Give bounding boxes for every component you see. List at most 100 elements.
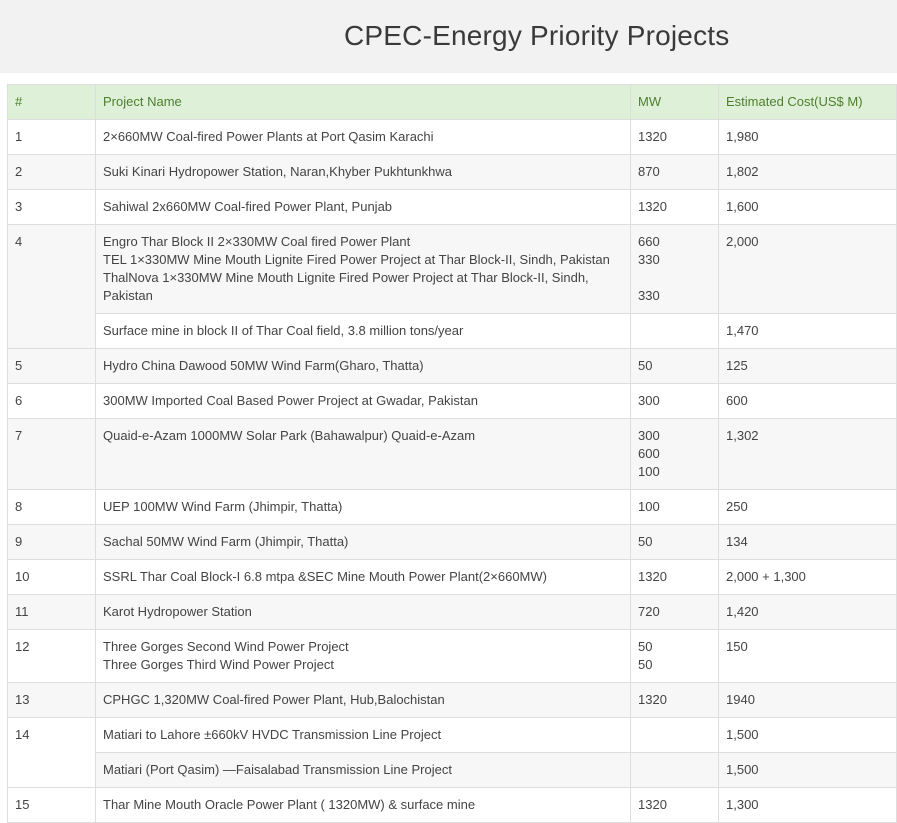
mw-line: 50 (638, 639, 653, 654)
cell-number: 13 (7, 682, 96, 718)
cell-cost: 1,500 (718, 752, 897, 788)
table-row: 14 Matiari to Lahore ±660kV HVDC Transmi… (7, 717, 897, 788)
cell-project-name: Three Gorges Second Wind Power Project T… (95, 629, 631, 683)
cell-mw: 300 (630, 383, 719, 419)
mw-line: 330 (638, 288, 660, 303)
cell-number: 2 (7, 154, 96, 190)
cell-project-name: Thar Mine Mouth Oracle Power Plant ( 132… (95, 787, 631, 823)
table-row: 1 2×660MW Coal-fired Power Plants at Por… (7, 119, 897, 155)
cell-cost: 134 (718, 524, 897, 560)
cell-mw: 720 (630, 594, 719, 630)
cell-number: 10 (7, 559, 96, 595)
cell-mw: 1320 (630, 189, 719, 225)
project-name-line: Three Gorges Third Wind Power Project (103, 657, 334, 672)
cell-number: 8 (7, 489, 96, 525)
cell-project-name: Quaid-e-Azam 1000MW Solar Park (Bahawalp… (95, 418, 631, 490)
table-row: 9 Sachal 50MW Wind Farm (Jhimpir, Thatta… (7, 524, 897, 560)
cell-number: 5 (7, 348, 96, 384)
cell-project-name: Surface mine in block II of Thar Coal fi… (95, 313, 631, 349)
cell-project-name: Sachal 50MW Wind Farm (Jhimpir, Thatta) (95, 524, 631, 560)
mw-line: 660 (638, 234, 660, 249)
cell-cost: 1940 (718, 682, 897, 718)
cell-number: 7 (7, 418, 96, 490)
cell-project-name: UEP 100MW Wind Farm (Jhimpir, Thatta) (95, 489, 631, 525)
cell-mw: 50 (630, 348, 719, 384)
project-name-line: Three Gorges Second Wind Power Project (103, 639, 349, 654)
cell-mw: 100 (630, 489, 719, 525)
cell-mw: 870 (630, 154, 719, 190)
cell-mw (630, 752, 719, 788)
table-row: 2 Suki Kinari Hydropower Station, Naran,… (7, 154, 897, 190)
cell-mw: 1320 (630, 559, 719, 595)
cell-project-name: 300MW Imported Coal Based Power Project … (95, 383, 631, 419)
table-row: 5 Hydro China Dawood 50MW Wind Farm(Ghar… (7, 348, 897, 384)
table-row: 6 300MW Imported Coal Based Power Projec… (7, 383, 897, 419)
column-header-mw: MW (630, 84, 719, 120)
table-row: 11 Karot Hydropower Station 720 1,420 (7, 594, 897, 630)
cell-cost: 1,500 (718, 717, 897, 753)
table-row: 8 UEP 100MW Wind Farm (Jhimpir, Thatta) … (7, 489, 897, 525)
cell-mw: 1320 (630, 119, 719, 155)
cell-mw: 50 (630, 524, 719, 560)
cell-number: 6 (7, 383, 96, 419)
cell-project-name: SSRL Thar Coal Block-I 6.8 mtpa &SEC Min… (95, 559, 631, 595)
table-row: 7 Quaid-e-Azam 1000MW Solar Park (Bahawa… (7, 418, 897, 490)
cell-cost: 1,980 (718, 119, 897, 155)
table-row: 12 Three Gorges Second Wind Power Projec… (7, 629, 897, 683)
cell-project-name: Sahiwal 2x660MW Coal-fired Power Plant, … (95, 189, 631, 225)
column-header-project-name: Project Name (95, 84, 631, 120)
cell-cost: 150 (718, 629, 897, 683)
cell-number: 3 (7, 189, 96, 225)
mw-line: 600 (638, 446, 660, 461)
cell-mw: 1320 (630, 682, 719, 718)
cell-project-name: Hydro China Dawood 50MW Wind Farm(Gharo,… (95, 348, 631, 384)
mw-line: 50 (638, 657, 653, 672)
cell-mw: 50 50 (630, 629, 719, 683)
cell-cost: 1,600 (718, 189, 897, 225)
mw-line: 300 (638, 428, 660, 443)
cell-cost: 1,802 (718, 154, 897, 190)
cell-project-name: Engro Thar Block II 2×330MW Coal fired P… (95, 224, 631, 314)
cell-number: 15 (7, 787, 96, 823)
table-row: 3 Sahiwal 2x660MW Coal-fired Power Plant… (7, 189, 897, 225)
cell-cost: 1,302 (718, 418, 897, 490)
cell-project-name: 2×660MW Coal-fired Power Plants at Port … (95, 119, 631, 155)
table-row: 13 CPHGC 1,320MW Coal-fired Power Plant,… (7, 682, 897, 718)
cell-project-name: Matiari (Port Qasim) —Faisalabad Transmi… (95, 752, 631, 788)
cell-number: 4 (7, 224, 96, 349)
project-name-line: ThalNova 1×330MW Mine Mouth Lignite Fire… (103, 270, 589, 303)
cell-cost: 1,420 (718, 594, 897, 630)
mw-line: 100 (638, 464, 660, 479)
cell-mw (630, 313, 719, 349)
cell-number: 9 (7, 524, 96, 560)
cell-cost: 600 (718, 383, 897, 419)
table-row: 15 Thar Mine Mouth Oracle Power Plant ( … (7, 787, 897, 823)
table-row: 10 SSRL Thar Coal Block-I 6.8 mtpa &SEC … (7, 559, 897, 595)
cell-cost: 125 (718, 348, 897, 384)
table-row: 4 Engro Thar Block II 2×330MW Coal fired… (7, 224, 897, 349)
cell-cost: 2,000 (718, 224, 897, 314)
projects-table: # Project Name MW Estimated Cost(US$ M) … (7, 84, 897, 823)
cell-project-name: Suki Kinari Hydropower Station, Naran,Kh… (95, 154, 631, 190)
column-header-number: # (7, 84, 96, 120)
cell-mw: 300 600 100 (630, 418, 719, 490)
cell-mw: 660 330 330 (630, 224, 719, 314)
cell-number: 1 (7, 119, 96, 155)
cell-cost: 1,300 (718, 787, 897, 823)
cell-project-name: CPHGC 1,320MW Coal-fired Power Plant, Hu… (95, 682, 631, 718)
cell-cost: 1,470 (718, 313, 897, 349)
mw-line: 330 (638, 252, 660, 267)
cell-number: 14 (7, 717, 96, 788)
table-row: Surface mine in block II of Thar Coal fi… (8, 313, 897, 349)
cell-mw: 1320 (630, 787, 719, 823)
page-title: CPEC-Energy Priority Projects (344, 20, 730, 51)
cell-project-name: Matiari to Lahore ±660kV HVDC Transmissi… (95, 717, 631, 753)
page-header: CPEC-Energy Priority Projects (0, 0, 897, 73)
table-row: Matiari (Port Qasim) —Faisalabad Transmi… (8, 752, 897, 788)
cell-cost: 250 (718, 489, 897, 525)
column-header-estimated-cost: Estimated Cost(US$ M) (718, 84, 897, 120)
project-name-line: Engro Thar Block II 2×330MW Coal fired P… (103, 234, 411, 249)
cell-project-name: Karot Hydropower Station (95, 594, 631, 630)
cell-number: 12 (7, 629, 96, 683)
cell-mw (630, 717, 719, 753)
